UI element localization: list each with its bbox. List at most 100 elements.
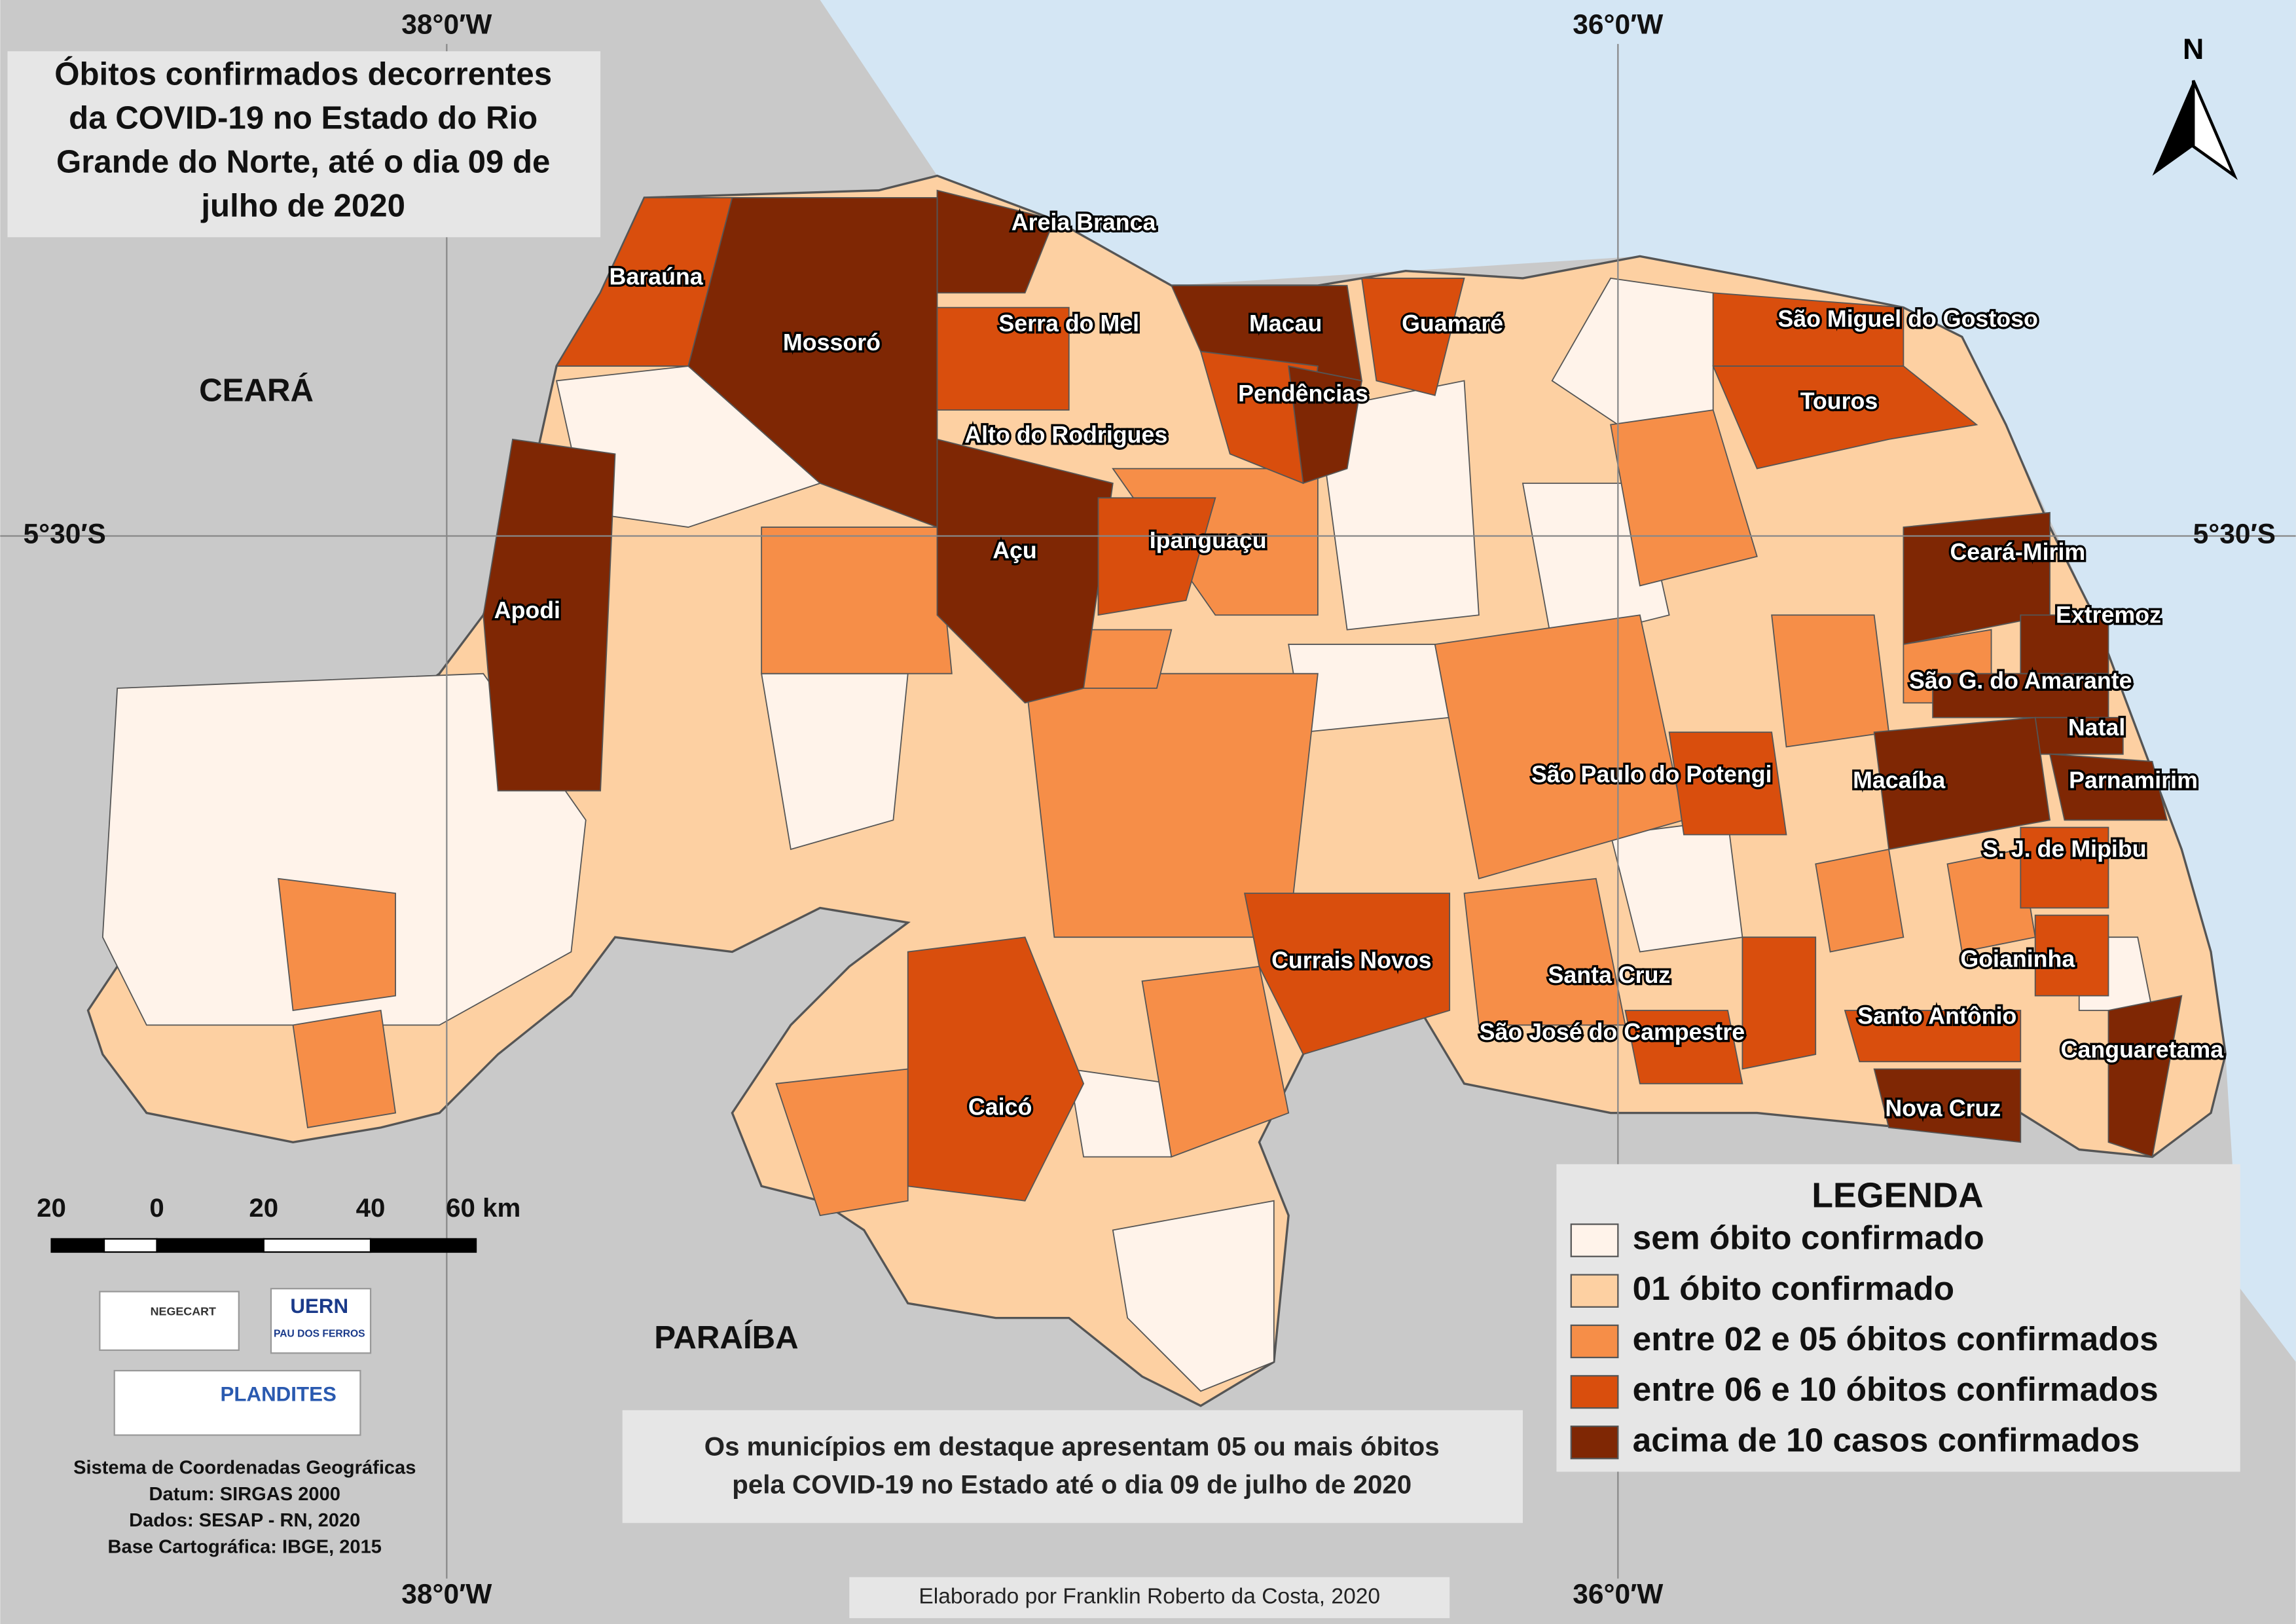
lon-label: 38°0′W [401, 1579, 492, 1610]
municipality [1844, 1010, 2022, 1063]
crs-line: Datum: SIRGAS 2000 [149, 1484, 340, 1505]
north-label: N [2183, 33, 2204, 65]
municipality-label: Serra do Mel [998, 310, 1139, 337]
municipality [1873, 716, 2051, 851]
municipality [1873, 1068, 2022, 1143]
municipality [936, 438, 1114, 704]
legend-label: acima de 10 casos confirmados [1633, 1420, 2140, 1458]
municipality [1610, 409, 1758, 587]
scale-label: 0 [149, 1193, 164, 1223]
title-line: da COVID-19 no Estado do Rio [69, 100, 538, 136]
municipality-label: Caicó [968, 1094, 1032, 1120]
graticule-labels: 38°0′W 36°0′W 38°0′W 36°0′W 5°30′S 5°30′… [23, 9, 2275, 1610]
municipality-label: Macau [1249, 310, 1322, 337]
municipality-label: Pendências [1238, 380, 1368, 407]
crs-line: Sistema de Coordenadas Geográficas [73, 1458, 416, 1479]
municipality-label: Natal [2068, 714, 2125, 741]
municipality-label: Santa Cruz [1548, 962, 1671, 988]
scale-segment [103, 1238, 158, 1253]
municipality-label: Nova Cruz [1885, 1096, 2001, 1122]
note: Os municípios em destaque apresentam 05 … [704, 1431, 1440, 1499]
municipalities: Areia Branca Baraúna Mossoró Serra do Mel Ma… [86, 174, 2227, 1407]
logo [113, 1370, 361, 1436]
municipality [1083, 629, 1173, 689]
legend-label: sem óbito confirmado [1633, 1219, 1984, 1257]
logo-text: NEGECART [151, 1304, 216, 1318]
municipality [1141, 965, 1290, 1158]
municipality-label: São José do Campestre [1480, 1019, 1745, 1045]
crs-info: Sistema de Coordenadas Geográficas Datum:… [73, 1458, 416, 1558]
scale-bar: 20 0 20 40 60 km [37, 1193, 520, 1253]
neighbor-state: CEARÁ [199, 371, 314, 408]
municipality [1097, 497, 1216, 616]
municipality [1771, 614, 1890, 748]
municipality [292, 1009, 397, 1128]
scale-segment [369, 1238, 477, 1253]
municipality [1741, 936, 1817, 1070]
note-line: Os municípios em destaque apresentam 05 … [704, 1431, 1440, 1461]
title-line: Grande do Norte, até o dia 09 de [56, 143, 550, 179]
municipality [1112, 1200, 1275, 1392]
municipality-label: São Paulo do Potengi [1531, 762, 1772, 788]
legend-swatch [1570, 1425, 1619, 1460]
municipality [1815, 848, 1904, 953]
municipality [1068, 1068, 1173, 1158]
legend-title: LEGENDA [1812, 1175, 1983, 1215]
municipality [2049, 753, 2168, 821]
municipality-label: Canguaretama [2061, 1037, 2225, 1063]
logo-text: PAU DOS FERROS [274, 1328, 365, 1339]
municipality-label: S. J. de Mipibu [1982, 836, 2146, 862]
scale-label: 20 [249, 1193, 278, 1223]
legend-swatch [1570, 1274, 1619, 1308]
legend-swatch [1570, 1223, 1619, 1257]
municipality [555, 196, 733, 367]
legend-box [1556, 1164, 2240, 1472]
logo [99, 1291, 240, 1351]
municipality [483, 438, 616, 792]
municipality-label: Extremoz [2056, 602, 2161, 628]
municipality [1463, 877, 1626, 1026]
scale-label: 40 [356, 1193, 386, 1223]
note-line: pela COVID-19 no Estado até o dia 09 de … [732, 1469, 1412, 1499]
note-box [622, 1410, 1523, 1523]
municipality-label: Goianinha [1960, 946, 2075, 972]
credit-box [849, 1577, 1450, 1619]
arrow-half [2191, 80, 2238, 180]
municipality-label: Baraúna [610, 263, 704, 289]
scale-label: 60 km [446, 1193, 520, 1223]
neighbor-state: PARAÍBA [654, 1319, 798, 1356]
municipality-label: Areia Branca [1011, 210, 1157, 236]
municipality [761, 526, 953, 674]
municipality [2034, 914, 2109, 997]
municipality-label: Açu [993, 538, 1037, 564]
legend-label: entre 06 e 10 óbitos confirmados [1633, 1370, 2159, 1408]
municipality-label: Guamaré [1402, 310, 1503, 337]
municipality-label: São G. do Amarante [1909, 668, 2132, 694]
municipality [278, 877, 396, 1012]
municipality [1360, 277, 1465, 396]
municipality [1668, 731, 1787, 836]
title-line: Óbitos confirmados decorrentes [54, 55, 552, 92]
municipality-label: Macaíba [1853, 767, 1946, 794]
lat-label: 5°30′S [2193, 519, 2276, 550]
scale-segment [50, 1238, 105, 1253]
lon-label: 36°0′W [1573, 9, 1664, 40]
lat-label: 5°30′S [23, 519, 105, 550]
logo-text: PLANDITES [220, 1382, 336, 1405]
lon-label: 38°0′W [401, 9, 492, 40]
ocean [644, 0, 2296, 1362]
municipality [936, 306, 1070, 411]
municipality [2020, 826, 2109, 909]
crs-line: Base Cartográfica: IBGE, 2015 [108, 1536, 382, 1557]
legend-swatch [1570, 1324, 1619, 1359]
municipality-label: São Miguel do Gostoso [1777, 306, 2037, 332]
logos: NEGECART UERN PAU DOS FERROS PLANDITES [99, 1287, 372, 1436]
municipality-label: Parnamirim [2069, 767, 2198, 794]
municipality [2107, 995, 2183, 1158]
municipality [1244, 893, 1451, 1056]
legend-swatch [1570, 1375, 1619, 1409]
municipality-label: Ipanguaçu [1150, 527, 1267, 553]
legend: LEGENDA sem óbito confirmado 01 óbito conf… [1570, 1175, 2159, 1460]
title-box [7, 51, 601, 238]
